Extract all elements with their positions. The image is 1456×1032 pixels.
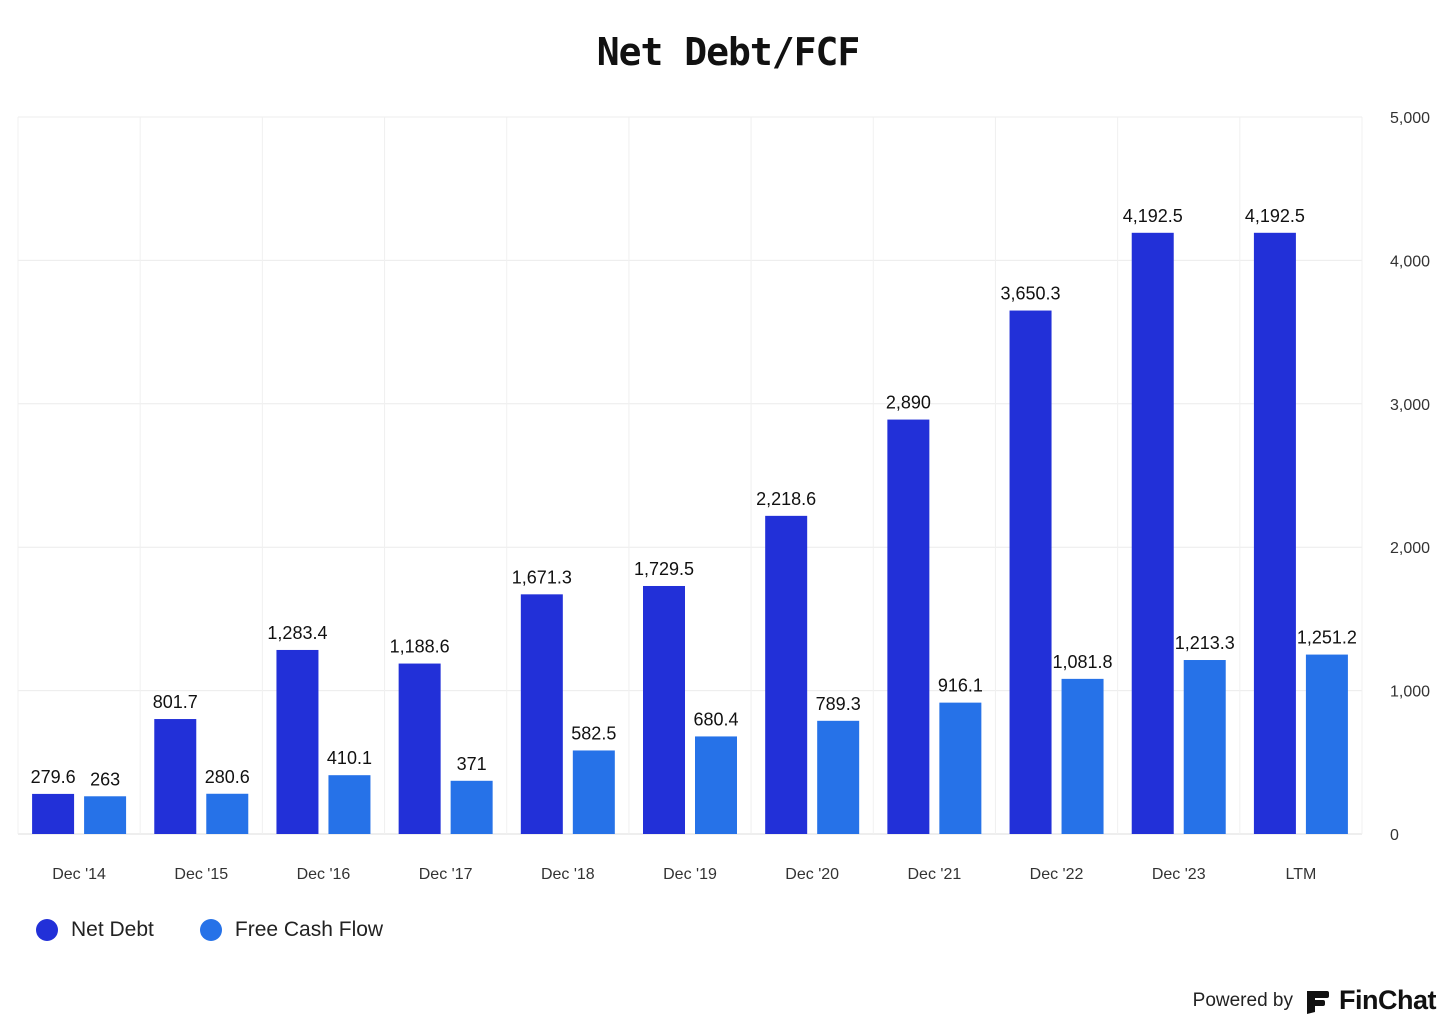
data-label: 789.3 [816, 694, 861, 714]
legend-label-net-debt: Net Debt [71, 918, 154, 941]
data-label: 1,081.8 [1053, 652, 1113, 672]
powered-by[interactable]: Powered by FinChat [1192, 985, 1437, 1016]
data-label: 916.1 [938, 676, 983, 696]
bar-net-debt[interactable] [1009, 310, 1052, 834]
legend-marker-free-cash-flow [199, 919, 222, 941]
data-label: 4,192.5 [1245, 206, 1305, 226]
data-label: 1,213.3 [1175, 633, 1235, 653]
bar-free-cash-flow[interactable] [1061, 678, 1104, 834]
bar-free-cash-flow[interactable] [1305, 654, 1348, 834]
y-tick-label: 1,000 [1390, 684, 1430, 701]
finchat-logo-icon [1307, 990, 1329, 1014]
grid-lines [17, 116, 1363, 835]
bar-free-cash-flow[interactable] [817, 720, 860, 834]
legend-label-free-cash-flow: Free Cash Flow [234, 918, 384, 941]
x-axis: Dec '14 Dec '15 Dec '16 Dec '17 Dec '18 Dec '… [52, 866, 1316, 883]
data-label: 1,729.5 [634, 559, 694, 579]
chart-title: Net Debt/FCF [596, 30, 861, 74]
bar-net-debt[interactable] [154, 719, 197, 834]
data-label: 2,218.6 [756, 489, 816, 509]
data-label: 280.6 [205, 767, 250, 787]
data-label: 2,890 [886, 393, 931, 413]
y-tick-label: 5,000 [1390, 110, 1430, 127]
x-tick-label: Dec '23 [1152, 866, 1206, 883]
bar-net-debt[interactable] [765, 515, 808, 834]
bar-free-cash-flow[interactable] [939, 702, 982, 834]
x-tick-label: Dec '21 [907, 866, 961, 883]
data-label: 3,650.3 [1001, 284, 1061, 304]
bar-net-debt[interactable] [643, 585, 685, 834]
data-label: 801.7 [153, 692, 198, 712]
data-label: 680.4 [693, 709, 738, 729]
bar-free-cash-flow[interactable] [572, 750, 615, 834]
data-label: 1,188.6 [390, 637, 450, 657]
bar-net-debt[interactable] [1253, 232, 1296, 834]
x-tick-label: Dec '14 [52, 866, 106, 883]
y-axis: 0 1,000 2,000 3,000 4,000 5,000 [1390, 110, 1430, 844]
legend-item-net-debt[interactable]: Net Debt [36, 918, 154, 942]
data-label: 279.6 [31, 767, 76, 787]
data-labels: 279.6 263 801.7 280.6 1,283.4 410.1 1,188.6 371… [31, 206, 1357, 789]
data-label: 4,192.5 [1123, 206, 1183, 226]
x-tick-label: Dec '18 [541, 866, 595, 883]
data-label: 582.5 [571, 723, 616, 743]
legend-item-free-cash-flow[interactable]: Free Cash Flow [199, 918, 384, 942]
bar-free-cash-flow[interactable] [450, 780, 493, 834]
x-tick-label: Dec '15 [174, 866, 228, 883]
y-tick-label: 3,000 [1390, 397, 1430, 414]
bar-free-cash-flow[interactable] [206, 793, 249, 834]
x-tick-label: Dec '20 [785, 866, 839, 883]
bar-free-cash-flow[interactable] [695, 736, 737, 834]
bar-free-cash-flow[interactable] [84, 796, 127, 834]
x-tick-label: LTM [1286, 866, 1317, 883]
data-label: 371 [457, 754, 487, 774]
y-tick-label: 0 [1390, 827, 1399, 844]
x-tick-label: Dec '17 [419, 866, 473, 883]
y-tick-label: 2,000 [1390, 540, 1430, 557]
data-label: 1,251.2 [1297, 628, 1357, 648]
bar-net-debt[interactable] [398, 663, 441, 834]
legend: Net Debt Free Cash Flow [36, 918, 429, 942]
x-tick-label: Dec '19 [663, 866, 717, 883]
x-tick-label: Dec '22 [1030, 866, 1084, 883]
data-label: 410.1 [327, 748, 372, 768]
bar-net-debt[interactable] [887, 419, 930, 834]
y-tick-label: 4,000 [1390, 253, 1430, 270]
x-tick-label: Dec '16 [297, 866, 351, 883]
data-label: 263 [90, 769, 120, 789]
powered-by-text: Powered by [1192, 989, 1293, 1011]
bars [32, 232, 1348, 834]
brand-name: FinChat [1339, 985, 1437, 1015]
bar-net-debt[interactable] [520, 594, 563, 834]
data-label: 1,283.4 [267, 623, 327, 643]
bar-net-debt[interactable] [32, 793, 75, 834]
bar-chart: 0 1,000 2,000 3,000 4,000 5,000 279.6 263 801.7… [17, 110, 1430, 883]
bar-net-debt[interactable] [276, 649, 319, 834]
bar-net-debt[interactable] [1131, 232, 1174, 834]
bar-free-cash-flow[interactable] [328, 775, 371, 834]
legend-marker-net-debt [36, 919, 58, 941]
data-label: 1,671.3 [512, 567, 572, 587]
bar-free-cash-flow[interactable] [1183, 660, 1226, 834]
